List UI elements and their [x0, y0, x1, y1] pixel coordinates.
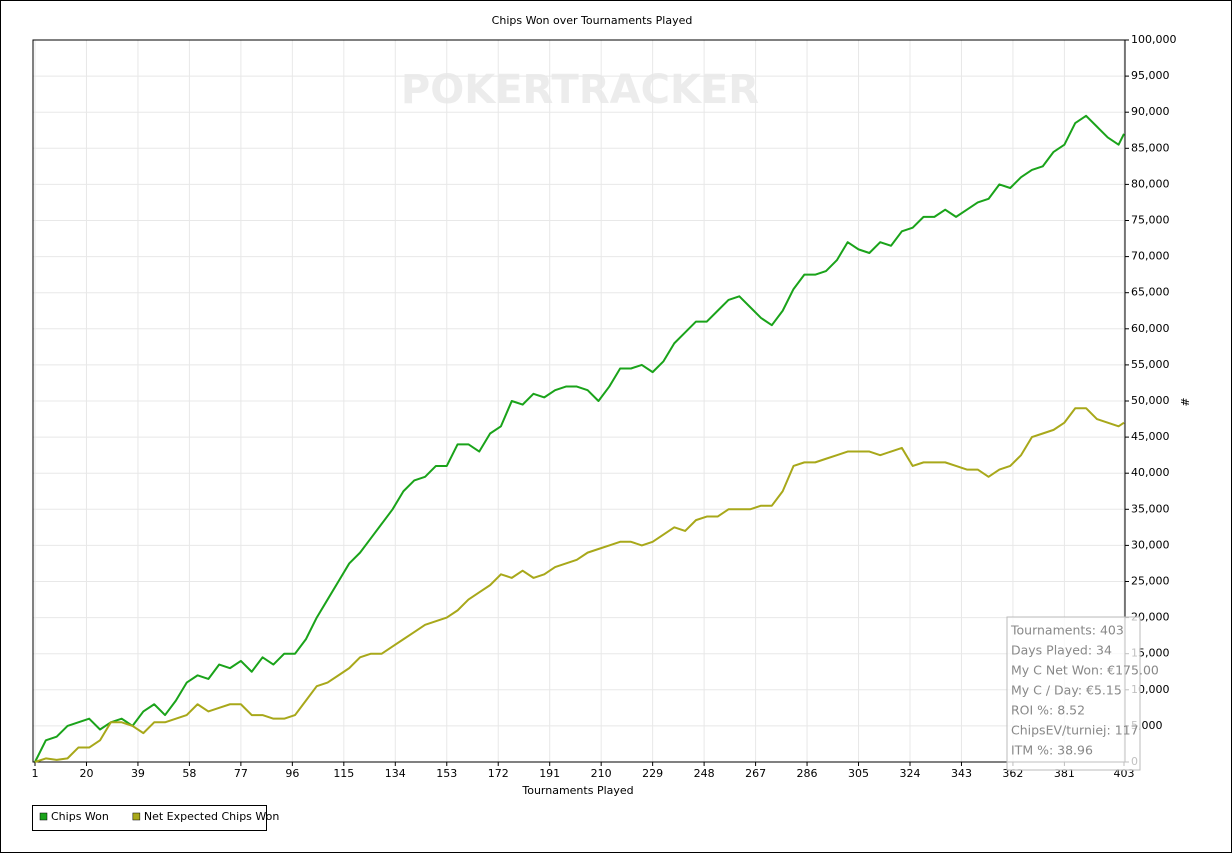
watermark: POKERTRACKER — [401, 67, 759, 113]
stats-box — [1006, 616, 1141, 771]
stats-line: My C Net Won: €175.00 — [1011, 663, 1159, 678]
y-tick-label: 35,000 — [1131, 502, 1170, 515]
x-tick-label: 248 — [694, 767, 715, 780]
x-tick-label: 229 — [642, 767, 663, 780]
x-tick-label: 115 — [333, 767, 354, 780]
y-tick-label: 100,000 — [1131, 33, 1177, 46]
y-tick-label: 85,000 — [1131, 141, 1170, 154]
x-tick-label: 77 — [234, 767, 248, 780]
x-tick-label: 324 — [899, 767, 920, 780]
x-tick-label: 210 — [591, 767, 612, 780]
y-axis-title: # — [1178, 397, 1191, 406]
y-tick-label: 25,000 — [1131, 575, 1170, 588]
stats-line: ITM %: 38.96 — [1011, 743, 1093, 758]
x-axis-title: Tournaments Played — [521, 784, 633, 797]
y-tick-label: 10,000 — [1131, 683, 1170, 696]
x-tick-label: 58 — [182, 767, 196, 780]
y-tick-label: 45,000 — [1131, 430, 1170, 443]
y-tick-label: 40,000 — [1131, 466, 1170, 479]
x-tick-label: 1 — [32, 767, 39, 780]
chart-title: Chips Won over Tournaments Played — [492, 14, 693, 27]
y-tick-label: 60,000 — [1131, 322, 1170, 335]
y-tick-label: 65,000 — [1131, 286, 1170, 299]
x-tick-label: 267 — [745, 767, 766, 780]
stats-line: Days Played: 34 — [1011, 643, 1112, 658]
x-tick-label: 191 — [539, 767, 560, 780]
x-tick-label: 96 — [285, 767, 299, 780]
y-tick-label: 80,000 — [1131, 177, 1170, 190]
legend-box — [32, 805, 267, 831]
y-tick-label: 30,000 — [1131, 538, 1170, 551]
series-line — [34, 114, 1125, 763]
x-tick-label: 20 — [79, 767, 93, 780]
x-tick-label: 286 — [797, 767, 818, 780]
x-tick-label: 343 — [951, 767, 972, 780]
y-tick-label: 70,000 — [1131, 250, 1170, 263]
y-tick-label: 20,000 — [1131, 611, 1170, 624]
x-tick-label: 39 — [131, 767, 145, 780]
x-tick-label: 172 — [488, 767, 509, 780]
stats-line: ROI %: 8.52 — [1011, 703, 1085, 718]
y-tick-label: 15,000 — [1131, 647, 1170, 660]
y-tick-label: 75,000 — [1131, 214, 1170, 227]
plot-border — [32, 39, 1126, 763]
stats-line: Tournaments: 403 — [1010, 623, 1124, 638]
y-tick-label: 90,000 — [1131, 105, 1170, 118]
stats-line: ChipsEV/turniej: 117 — [1011, 723, 1139, 738]
y-tick-label: 50,000 — [1131, 394, 1170, 407]
x-tick-label: 153 — [436, 767, 457, 780]
x-tick-label: 305 — [848, 767, 869, 780]
y-tick-label: 55,000 — [1131, 358, 1170, 371]
y-tick-label: 95,000 — [1131, 69, 1170, 82]
legend-swatch — [39, 812, 48, 821]
legend-label: Chips Won — [51, 810, 109, 823]
series-line — [34, 407, 1125, 763]
stats-line: My C / Day: €5.15 — [1011, 683, 1122, 698]
legend-label: Net Expected Chips Won — [144, 810, 280, 823]
legend-swatch — [132, 812, 141, 821]
x-tick-label: 134 — [385, 767, 406, 780]
